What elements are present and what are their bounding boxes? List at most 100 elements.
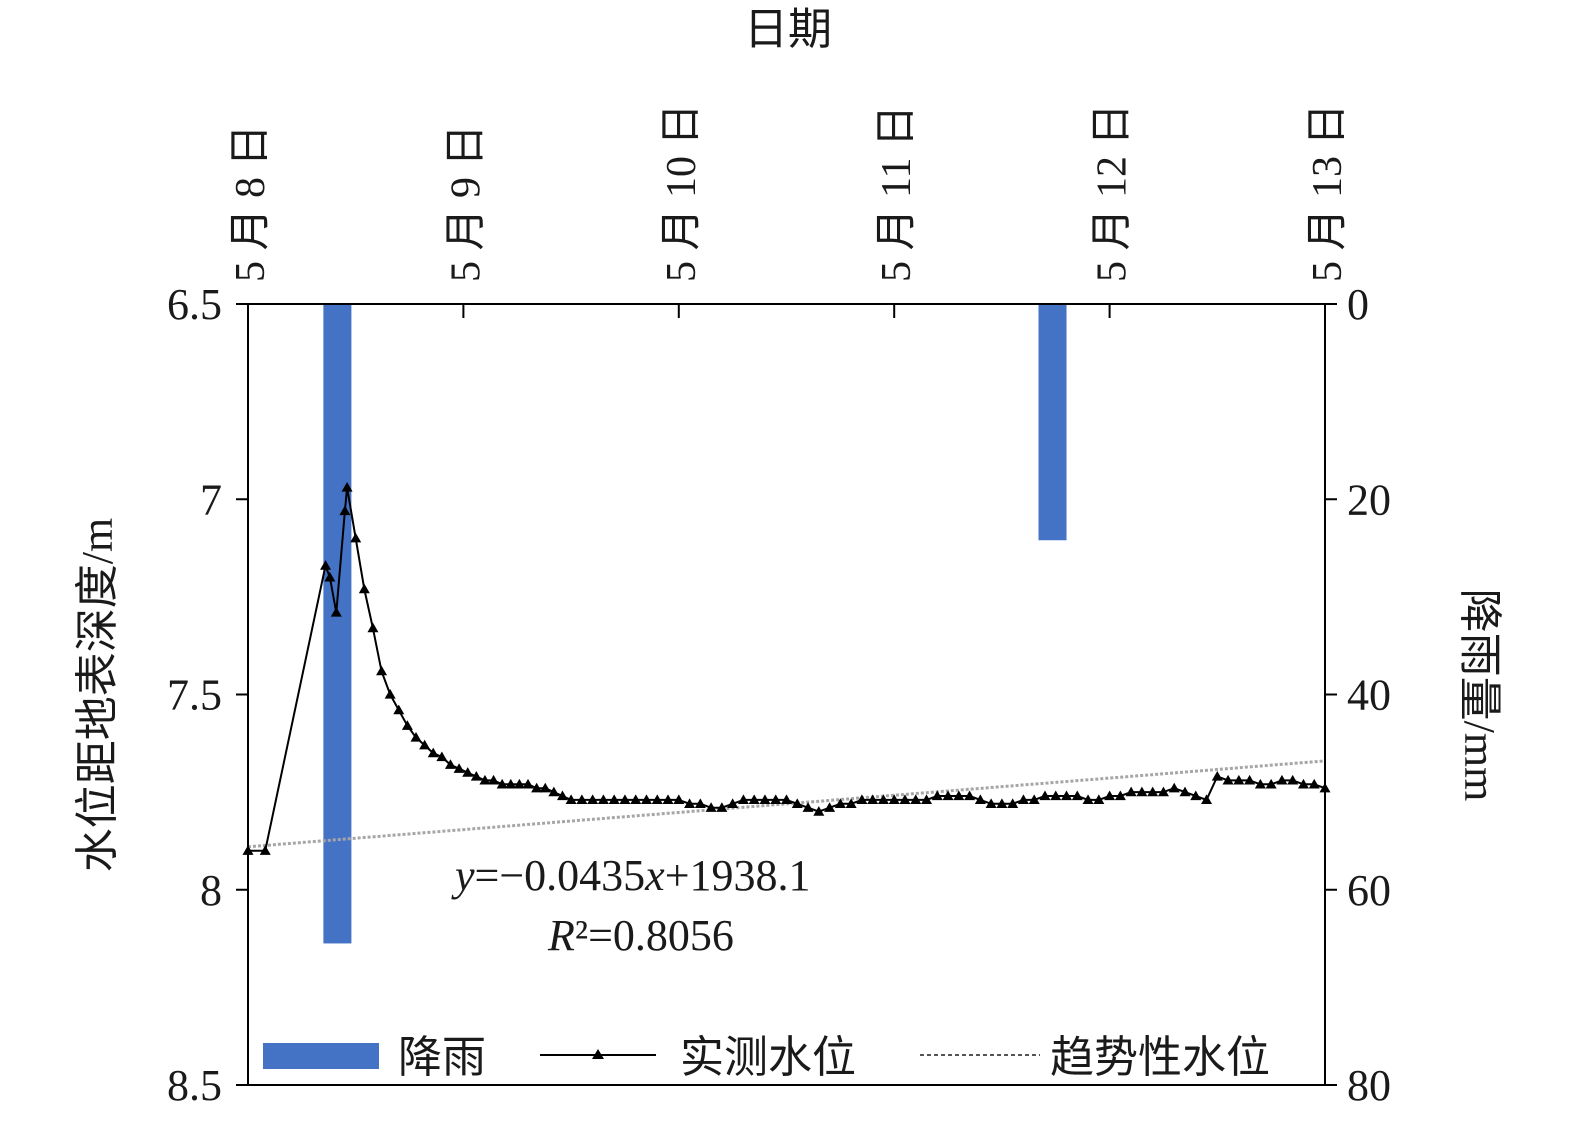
measured-point [953,790,965,801]
r2-var: R [547,911,575,960]
measured-point [1211,771,1223,781]
measured-point [350,532,362,543]
measured-point [694,798,706,808]
measured-point [974,794,986,805]
measured-point [640,794,652,805]
measured-point [496,778,508,789]
measured-point [770,794,782,805]
measured-point [522,778,534,789]
measured-point [1093,794,1105,805]
rainfall-bars [323,304,1067,944]
measured-point [462,767,474,777]
measured-point [964,790,976,801]
measured-point [759,794,771,805]
measured-point [453,763,465,773]
measured-point [684,798,696,808]
measured-point [813,806,825,816]
measured-point [419,739,431,750]
measured-point [488,774,500,785]
measured-point [393,704,405,715]
legend-trend-label: 趋势性水位 [1050,1033,1270,1082]
measured-point [1244,774,1256,785]
measured-point [556,790,568,801]
measured-point [877,794,889,805]
measured-point [479,774,491,785]
measured-point [531,782,543,793]
x-tick-label: 5 月 11 日 [874,105,920,282]
measured-point [1082,794,1094,805]
measured-point [910,794,922,805]
measured-point [1028,794,1040,805]
y-right-tick-label: 60 [1347,866,1391,915]
r2-value: ²=0.8056 [575,911,734,960]
measured-point [781,794,792,805]
measured-point [608,794,620,805]
measured-point [1276,774,1288,785]
x-tick-label: 5 月 9 日 [443,124,489,282]
measured-point [748,794,760,805]
measured-point [259,845,271,855]
measured-point [401,720,413,730]
measured-point [324,571,336,582]
measured-point [539,782,551,793]
measured-point [1157,786,1169,797]
x-tick-label: 5 月 8 日 [228,124,274,282]
measured-point [470,771,482,781]
measured-point [996,798,1008,808]
x-axis-top: 5 月 8 日 5 月 9 日 5 月 10 日 5 月 11 日 5 月 12 日 5 … [228,103,1351,318]
y-right-tick-label: 0 [1347,280,1369,329]
y-right-tick-label: 20 [1347,475,1391,524]
measured-point [931,790,943,801]
measured-point [513,778,525,789]
measured-point [630,794,642,805]
measured-point [1061,790,1073,801]
measured-point [548,786,560,797]
trend-r-squared: R²=0.8056 [547,911,734,960]
measured-point [824,802,836,812]
y-right-tick-label: 80 [1347,1061,1391,1110]
measured-point [1147,786,1159,797]
measured-point [1017,794,1029,805]
legend-measured-swatch [540,1049,656,1059]
measured-point [576,794,588,805]
measured-point [1308,778,1320,789]
y-axis-right-title: 降雨量/mm [1455,589,1504,802]
measured-point [1050,790,1062,801]
measured-point [1297,778,1309,789]
measured-point [705,802,717,812]
measured-point [330,606,342,617]
measured-point [716,802,728,812]
measured-point [1190,790,1202,801]
measured-point [856,794,868,805]
measured-point [410,731,422,742]
measured-point [597,794,609,805]
y-left-tick-label: 8 [200,866,222,915]
measured-point [921,794,933,805]
y-axis-right: 0 20 40 60 80 [1325,280,1391,1110]
y-axis-left: 6.5 7 7.5 8 8.5 [167,280,248,1110]
measured-point [1136,786,1148,797]
measured-point [358,583,370,594]
measured-point [1179,786,1191,797]
measured-point [888,794,900,805]
rain-bar-1 [323,304,352,944]
measured-point [791,798,803,808]
legend-measured-label: 实测水位 [680,1033,856,1082]
measured-point [1254,778,1266,789]
measured-point [367,622,379,633]
legend-measured-marker [592,1049,604,1059]
measured-point [1104,790,1116,801]
measured-point [942,790,954,801]
equation-slope: =−0.0435 [475,851,646,900]
x-tick-label: 5 月 12 日 [1090,103,1136,282]
y-left-tick-label: 7.5 [167,671,222,720]
measured-point [802,802,814,812]
measured-point [867,794,879,805]
measured-point [651,794,663,805]
measured-point [1168,782,1180,793]
measured-point [673,794,685,805]
x-tick-label: 5 月 13 日 [1305,103,1351,282]
measured-point [427,747,439,758]
measured-point [1265,778,1277,789]
